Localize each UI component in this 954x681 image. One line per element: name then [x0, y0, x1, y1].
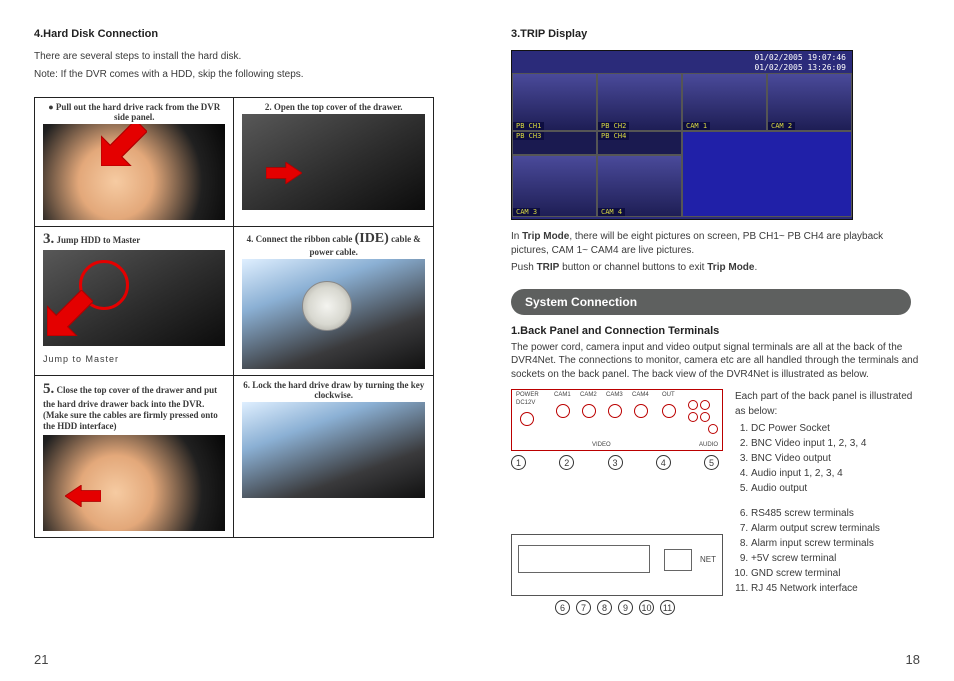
osd-timestamp-2: 01/02/2005 13:26:09 [754, 63, 846, 72]
step-6-cell: 6. Lock the hard drive draw by turning t… [234, 376, 434, 538]
page-number-left: 21 [34, 652, 48, 667]
step-6-photo [242, 402, 425, 498]
quad-large [682, 131, 852, 217]
quad-pbch3: PB CH3 [512, 131, 597, 155]
terminals-list-2: RS485 screw terminals Alarm output screw… [735, 506, 920, 596]
quad-pbch4: PB CH4 [597, 131, 682, 155]
diagram-numbers-1: 12345 [511, 455, 721, 470]
left-heading: 4.Hard Disk Connection [34, 28, 443, 40]
hdd-icon [302, 281, 352, 331]
manual-spread: 4.Hard Disk Connection There are several… [0, 0, 954, 681]
step-5-cell: 5. Close the top cover of the drawer and… [35, 376, 234, 538]
panel-text-2: RS485 screw terminals Alarm output screw… [735, 504, 920, 615]
step-5-caption: 5. Close the top cover of the drawer and… [43, 380, 225, 433]
right-page: 3.TRIP Display 01/02/2005 19:07:46 01/02… [477, 0, 954, 681]
trip-display-screenshot: 01/02/2005 19:07:46 01/02/2005 13:26:09 … [511, 50, 853, 220]
arrow-down-left-icon [47, 290, 93, 336]
step-1-cell: ● Pull out the hard drive rack from the … [35, 98, 234, 227]
quad-cam4: CAM 4 [597, 155, 682, 217]
step-1-photo [43, 124, 225, 220]
back-panel-diagram-1: POWER DC12V CAM1 CAM2 CAM3 CAM4 OUT VIDE… [511, 389, 721, 496]
step-1-caption: ● Pull out the hard drive rack from the … [43, 102, 225, 122]
left-intro-1: There are several steps to install the h… [34, 50, 443, 64]
step-3-photo [43, 250, 225, 346]
diagram-upper: POWER DC12V CAM1 CAM2 CAM3 CAM4 OUT VIDE… [511, 389, 723, 451]
trip-para-1: In Trip Mode, there will be eight pictur… [511, 230, 920, 257]
install-steps-table: ● Pull out the hard drive rack from the … [34, 97, 434, 538]
step-3-subcaption: Jump to Master [43, 354, 225, 364]
diagram-lower: NET [511, 534, 723, 596]
back-panel-diagram-2: NET 67891011 [511, 504, 721, 615]
step-3-caption: 3. Jump HDD to Master [43, 231, 225, 248]
step-4-caption: 4. Connect the ribbon cable (IDE) cable … [242, 231, 425, 257]
left-page: 4.Hard Disk Connection There are several… [0, 0, 477, 681]
trip-para-2: Push TRIP button or channel buttons to e… [511, 261, 920, 275]
step-4-photo [242, 259, 425, 369]
quad-cam3: CAM 3 [512, 155, 597, 217]
right-heading: 3.TRIP Display [511, 28, 920, 40]
step-5-photo [43, 435, 225, 531]
panel-text-1: Each part of the back panel is illustrat… [735, 389, 920, 496]
quad-cam2: CAM 2 [767, 73, 852, 131]
system-connection-heading: System Connection [511, 289, 911, 315]
step-6-caption: 6. Lock the hard drive draw by turning t… [242, 380, 425, 400]
step-4-cell: 4. Connect the ribbon cable (IDE) cable … [234, 227, 434, 376]
quad-pbch1: PB CH1 [512, 73, 597, 131]
step-3-cell: 3. Jump HDD to Master Jump to Master [35, 227, 234, 376]
left-intro-2: Note: If the DVR comes with a HDD, skip … [34, 68, 443, 82]
panel-row-1: POWER DC12V CAM1 CAM2 CAM3 CAM4 OUT VIDE… [511, 389, 920, 496]
terminals-list-1: DC Power Socket BNC Video input 1, 2, 3,… [735, 421, 920, 496]
arrow-down-left-icon [101, 124, 147, 166]
back-panel-para: The power cord, camera input and video o… [511, 341, 920, 382]
panel-row-2: NET 67891011 RS485 screw terminals Alarm… [511, 504, 920, 615]
quad-cam1: CAM 1 [682, 73, 767, 131]
step-2-photo [242, 114, 425, 210]
diagram-numbers-2: 67891011 [511, 600, 721, 615]
back-panel-heading: 1.Back Panel and Connection Terminals [511, 325, 920, 337]
page-number-right: 18 [906, 652, 920, 667]
arrow-right-icon [266, 162, 302, 184]
osd-timestamp-1: 01/02/2005 19:07:46 [754, 53, 846, 62]
quad-pbch2: PB CH2 [597, 73, 682, 131]
step-2-caption: 2. Open the top cover of the drawer. [242, 102, 425, 112]
arrow-left-icon [65, 485, 101, 507]
step-2-cell: 2. Open the top cover of the drawer. [234, 98, 434, 227]
